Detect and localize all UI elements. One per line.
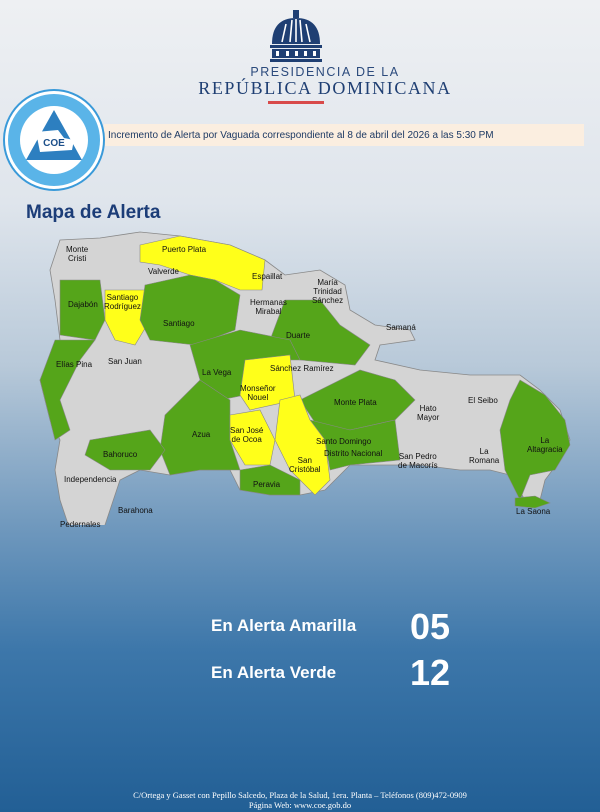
province-dajabón	[59, 279, 106, 341]
yellow-alert-count: 05	[410, 606, 451, 647]
alert-banner: Incremento de Alerta por Vaguada corresp…	[104, 124, 584, 146]
alert-map	[39, 231, 571, 525]
province-label: Hato Mayor	[417, 404, 440, 422]
province-label: San Pedro de Macorís	[398, 452, 438, 470]
province-label: San José de Ocoa	[230, 426, 264, 444]
province-label: María Trinidad Sánchez	[312, 278, 344, 305]
province-santiago	[139, 274, 241, 346]
province-monseñor-nouel	[239, 354, 296, 411]
presidency-dome-logo	[270, 10, 322, 62]
province-label: Monseñor Nouel	[240, 384, 276, 402]
province-label: Monte Plata	[334, 398, 377, 407]
province-label: La Vega	[202, 368, 232, 377]
green-alert-count: 12	[410, 652, 451, 693]
province-label: Distrito Nacional	[324, 449, 383, 458]
province-label: La Altagracia	[527, 436, 563, 454]
province-label: Peravia	[253, 480, 281, 489]
coe-logo: COE	[3, 89, 105, 191]
province-label: Barahona	[118, 506, 153, 515]
province-label: Dajabón	[68, 300, 98, 309]
province-label: Independencia	[64, 475, 117, 484]
green-alert-label: En Alerta Verde	[211, 663, 337, 682]
province-label: La Saona	[516, 507, 551, 516]
org-name-line2: REPÚBLICA DOMINICANA	[198, 78, 452, 98]
province-label: Azua	[192, 430, 211, 439]
province-label: San Cristóbal	[289, 456, 321, 474]
province-label: Hermanas Mirabal	[250, 298, 287, 316]
province-label: Santiago Rodríguez	[104, 293, 141, 311]
province-la-altagracia	[499, 379, 571, 501]
yellow-alert-label: En Alerta Amarilla	[211, 616, 357, 635]
province-label: Monte Cristi	[66, 245, 89, 263]
province-label: Duarte	[286, 331, 311, 340]
province-label: Pedernales	[60, 520, 101, 529]
province-label: Valverde	[148, 267, 179, 276]
footer: C/Ortega y Gasset con Pepillo Salcedo, P…	[0, 790, 600, 810]
svg-text:COE: COE	[43, 138, 65, 149]
province-label: La Romana	[469, 447, 500, 465]
province-label: Puerto Plata	[162, 245, 207, 254]
map-title: Mapa de Alerta	[26, 202, 161, 223]
province-label: El Seibo	[468, 396, 498, 405]
province-label: San Juan	[108, 357, 142, 366]
province-label: Santo Domingo	[316, 437, 372, 446]
province-peravia	[239, 464, 301, 496]
org-name-line1: PRESIDENCIA DE LA	[250, 65, 400, 79]
province-label: Bahoruco	[103, 450, 138, 459]
province-label: Sánchez Ramírez	[270, 364, 334, 373]
province-label: Samaná	[386, 323, 416, 332]
province-bahoruco	[84, 429, 166, 471]
province-label: Elías Pina	[56, 360, 93, 369]
divider	[268, 101, 324, 104]
province-la-saona	[514, 495, 551, 509]
province-puerto-plata	[139, 235, 266, 291]
province-label: Espaillat	[252, 272, 283, 281]
province-san-cristóbal	[274, 394, 331, 496]
province-label: Santiago	[163, 319, 195, 328]
province-elías-pina	[39, 339, 96, 441]
footer-web: Página Web: www.coe.gob.do	[248, 800, 352, 810]
footer-address: C/Ortega y Gasset con Pepillo Salcedo, P…	[133, 790, 467, 800]
